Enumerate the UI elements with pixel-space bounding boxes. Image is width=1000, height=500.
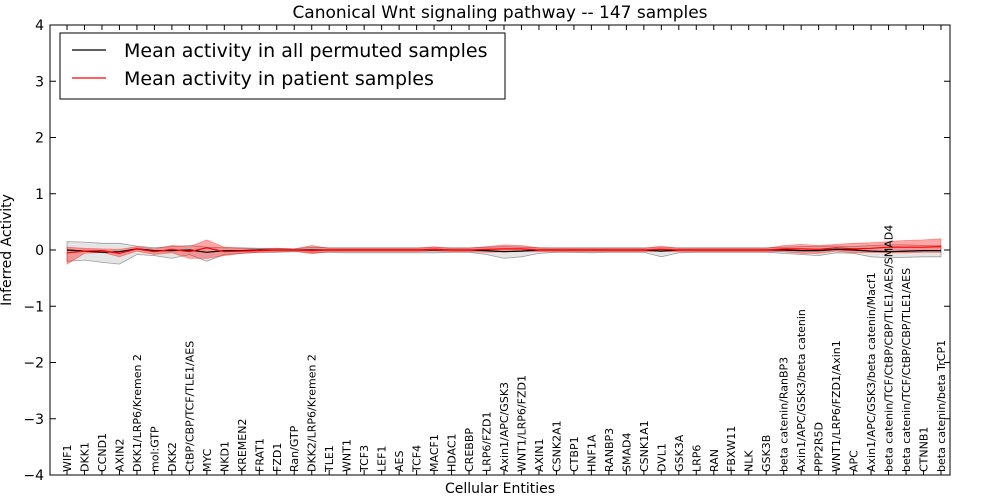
x-tick-label: NLK xyxy=(743,450,756,472)
x-tick-label: WNT1/LRP6/FZD1 xyxy=(516,375,529,472)
x-tick-label: Axin1/APC/GSK3 xyxy=(498,382,511,472)
x-tick-label: HDAC1 xyxy=(446,433,459,472)
x-tick-label: CSNK1A1 xyxy=(638,420,651,472)
x-tick-label: WNT1 xyxy=(341,439,354,472)
band-permuted xyxy=(66,241,942,265)
x-tick-label: Ran/GTP xyxy=(288,425,301,472)
x-tick-label: Axin1/APC/GSK3/beta catenin/Macf1 xyxy=(865,272,878,472)
x-tick-label: FRAT1 xyxy=(253,438,266,472)
x-tick-label: Axin1/APC/GSK3/beta catenin xyxy=(795,309,808,472)
x-tick-label: DKK2 xyxy=(166,442,179,472)
x-tick-label: CCND1 xyxy=(96,433,109,472)
x-tick-label: RAN xyxy=(708,449,721,472)
x-tick-label: AES xyxy=(393,451,406,472)
x-tick-label: GSK3B xyxy=(760,435,773,472)
x-tick-label: DKK1 xyxy=(79,442,92,472)
x-tick-label: TCF4 xyxy=(411,445,424,473)
y-tick-label: 3 xyxy=(35,74,44,90)
x-tick-label: LRP6/FZD1 xyxy=(481,412,494,472)
x-tick-label: AXIN1 xyxy=(533,438,546,472)
legend-entry-patient: Mean activity in patient samples xyxy=(124,68,434,90)
x-tick-label: FZD1 xyxy=(271,443,284,472)
y-tick-label: 0 xyxy=(35,243,44,259)
x-tick-label: TLE1 xyxy=(323,445,336,473)
x-tick-label: beta catenin/TCF/CtBP/CBP/TLE1/AES xyxy=(900,268,913,472)
legend-box xyxy=(59,32,506,100)
y-tick-label: 1 xyxy=(35,187,44,203)
y-tick-label: 4 xyxy=(35,18,44,34)
x-tick-label: mol:GTP xyxy=(148,426,161,472)
x-tick-label: CTBP1 xyxy=(568,436,581,472)
x-tick-label: LEF1 xyxy=(376,446,389,472)
x-tick-label: beta catenin/beta TrCP1 xyxy=(935,340,948,472)
y-tick-label: −4 xyxy=(23,468,44,484)
chart-title: Canonical Wnt signaling pathway -- 147 s… xyxy=(292,3,707,23)
x-tick-label: SMAD4 xyxy=(620,433,633,472)
x-tick-label: MACF1 xyxy=(428,434,441,472)
x-tick-label: CREBBP xyxy=(463,428,476,472)
x-tick-label: DVL1 xyxy=(655,443,668,472)
x-tick-label: beta catenin/TCF/CtBP/CBP/TLE1/AES/SMAD4 xyxy=(883,225,896,472)
x-tick-label: FBXW11 xyxy=(725,426,738,472)
x-tick-label: KREMEN2 xyxy=(236,419,249,472)
legend-entry-permuted: Mean activity in all permuted samples xyxy=(124,40,487,62)
x-tick-label: HNF1A xyxy=(585,434,598,472)
x-tick-label: beta catenin/RanBP3 xyxy=(778,357,791,472)
series-line-permuted xyxy=(66,248,941,253)
x-axis-label: Cellular Entities xyxy=(445,481,555,497)
x-tick-label: CSNK2A1 xyxy=(550,420,563,472)
x-tick-label: DKK2/LRP6/Kremen 2 xyxy=(306,354,319,472)
y-tick-label: −3 xyxy=(23,412,44,428)
x-tick-label: NKD1 xyxy=(218,441,231,472)
x-tick-label: CtBP/CBP/TCF/TLE1/AES xyxy=(183,341,196,472)
y-axis-label: Inferred Activity xyxy=(0,194,15,306)
x-tick-label: PPP2R5D xyxy=(813,422,826,472)
x-tick-label: RANBP3 xyxy=(603,428,616,472)
x-tick-label: DKK1/LRP6/Kremen 2 xyxy=(131,354,144,472)
x-tick-label: WIF1 xyxy=(61,445,74,472)
x-tick-label: GSK3A xyxy=(673,434,686,472)
x-tick-label: WNT1/LRP6/FZD1/Axin1 xyxy=(830,340,843,472)
legend: Mean activity in all permuted samples Me… xyxy=(59,32,506,100)
y-tick-label: −2 xyxy=(23,356,44,372)
series-line-patient xyxy=(66,246,942,255)
y-tick-label: 2 xyxy=(35,131,44,147)
x-tick-label: AXIN2 xyxy=(113,438,126,472)
x-tick-label: APC xyxy=(848,450,861,472)
plot-frame xyxy=(49,24,951,476)
x-tick-label: CTNNB1 xyxy=(918,427,931,472)
y-tick-label: −1 xyxy=(23,299,44,315)
x-tick-label: TCF3 xyxy=(358,445,371,473)
x-tick-label: MYC xyxy=(201,448,214,472)
x-tick-label: LRP6 xyxy=(690,445,703,472)
